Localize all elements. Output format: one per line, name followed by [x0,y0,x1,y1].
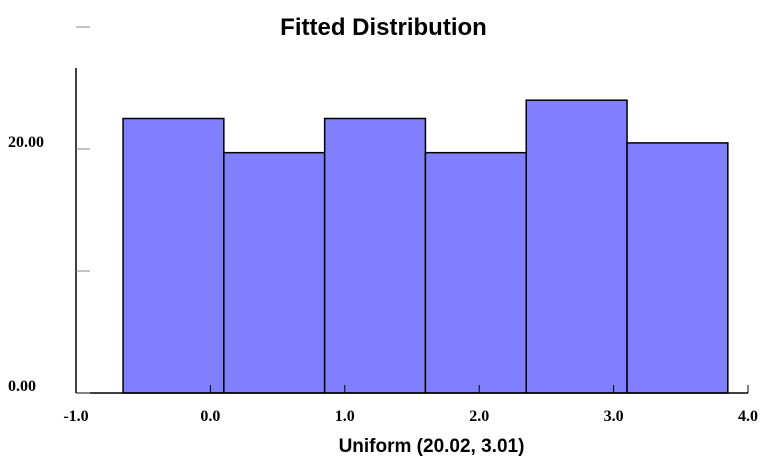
y-tick-label-1: 20.00 [8,134,44,151]
x-tick-label-5: 4.0 [738,408,758,425]
chart-title: Fitted Distribution [280,14,487,41]
x-tick-label-2: 1.0 [335,408,355,425]
x-tick-label-0: -1.0 [63,408,88,425]
histogram-bar-5 [525,99,628,394]
x-axis-label: Uniform (20.02, 3.01) [338,436,525,457]
histogram-bar-1 [122,117,225,394]
histogram-bar-4 [424,151,527,394]
x-tick-label-3: 2.0 [469,408,489,425]
y-tick-label-0: 0.00 [8,378,36,395]
x-tick-label-4: 3.0 [604,408,624,425]
histogram-bar-2 [223,151,326,394]
histogram-bar-3 [323,117,427,394]
histogram-bar-6 [626,142,729,394]
x-tick-label-1: 0.0 [200,408,220,425]
